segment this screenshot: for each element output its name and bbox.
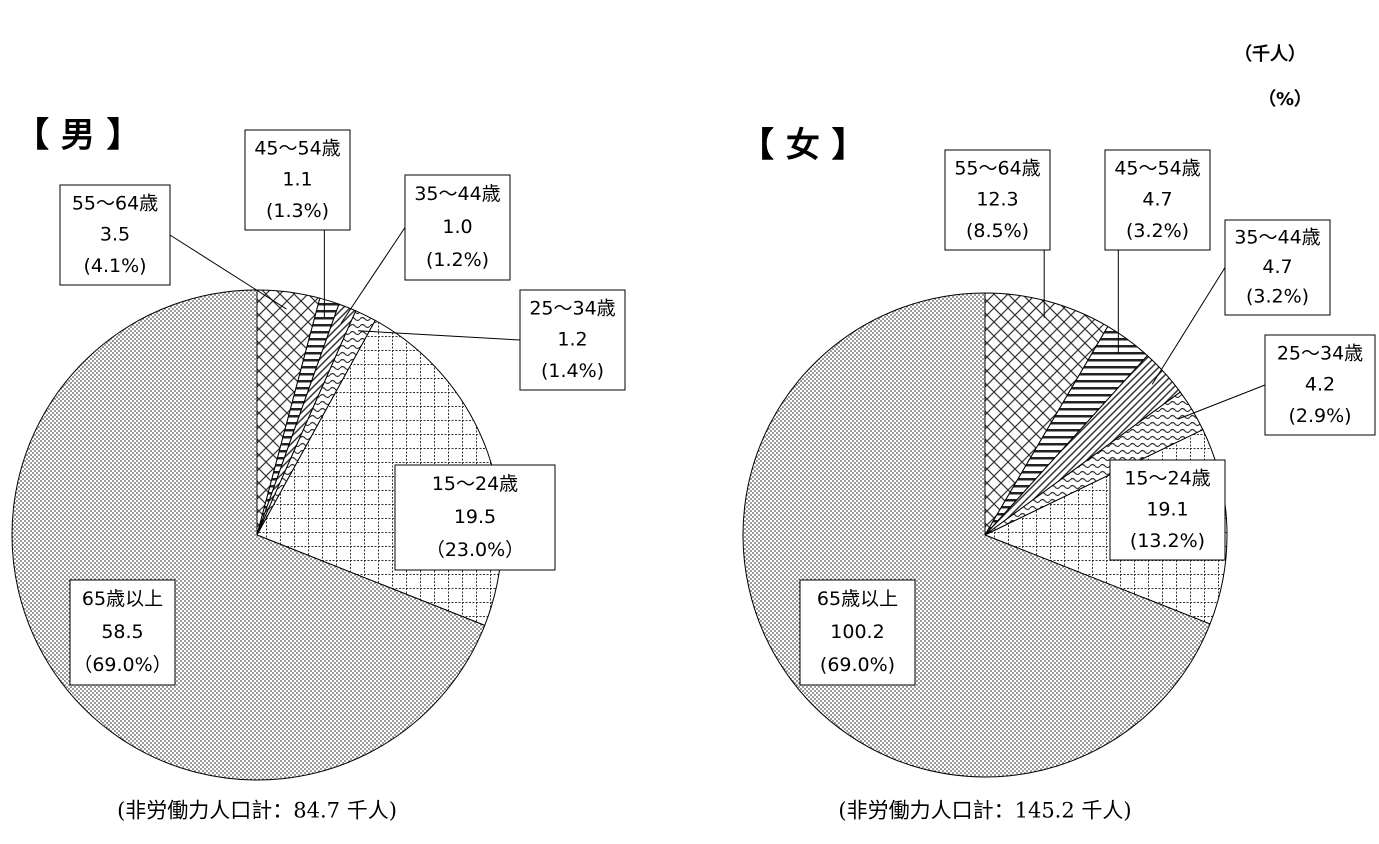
category-label: 35～44歳	[1234, 226, 1320, 248]
percent-label: (8.5%)	[966, 220, 1029, 242]
unit-label: （千人）	[1234, 44, 1306, 65]
value-label: 4.7	[1142, 189, 1172, 211]
percent-label: （23.0%）	[426, 539, 524, 561]
leader-line	[1151, 267, 1226, 385]
percent-label: (4.1%)	[83, 255, 146, 277]
value-label: 3.5	[100, 224, 130, 246]
category-label: 45～54歳	[254, 137, 340, 159]
leader-line	[340, 227, 406, 324]
label-box	[799, 579, 916, 686]
chart-title: 【 男 】	[15, 116, 141, 156]
category-label: 25～34歳	[529, 297, 615, 319]
category-label: 55～64歳	[72, 192, 158, 214]
total-label: (非労働力人口計：145.2 千人)	[838, 799, 1131, 823]
label-box	[1224, 219, 1331, 316]
percent-label: (1.4%)	[541, 360, 604, 382]
percent-label: (3.2%)	[1126, 220, 1189, 242]
leader-line	[169, 234, 287, 310]
value-label: 4.7	[1262, 256, 1292, 278]
percent-label: （69.0%）	[73, 654, 171, 676]
category-label: 15～24歳	[432, 473, 518, 495]
value-label: 1.0	[442, 216, 472, 238]
label-box	[1264, 334, 1376, 436]
value-label: 4.2	[1305, 374, 1335, 396]
percent-label: (3.2%)	[1246, 286, 1309, 308]
percent-label: (13.2%)	[1130, 530, 1205, 552]
label-box	[1104, 149, 1211, 251]
value-label: 19.1	[1146, 499, 1188, 521]
label-box	[394, 464, 556, 571]
chart-title: 【 女 】	[740, 126, 866, 166]
unit-label: （%）	[1258, 89, 1312, 110]
value-label: 58.5	[101, 621, 143, 643]
category-label: 15～24歳	[1124, 467, 1210, 489]
label-box	[1109, 459, 1226, 561]
value-label: 1.2	[557, 329, 587, 351]
percent-label: (69.0%)	[820, 654, 895, 676]
category-label: 35～44歳	[414, 183, 500, 205]
value-label: 19.5	[454, 506, 496, 528]
leader-line	[1177, 384, 1266, 420]
pie-slice	[984, 292, 1109, 537]
category-label: 65歳以上	[817, 588, 898, 610]
label-box	[519, 289, 626, 391]
label-box	[59, 184, 171, 286]
percent-label: (1.2%)	[426, 249, 489, 271]
category-label: 65歳以上	[82, 588, 163, 610]
label-box	[244, 129, 351, 231]
category-label: 55～64歳	[954, 157, 1040, 179]
label-box	[69, 579, 176, 686]
value-label: 12.3	[976, 189, 1018, 211]
category-label: 25～34歳	[1277, 342, 1363, 364]
total-label: (非労働力人口計：84.7 千人)	[117, 799, 397, 823]
leader-line	[357, 330, 521, 341]
category-label: 45～54歳	[1114, 157, 1200, 179]
percent-label: (1.3%)	[266, 200, 329, 222]
percent-label: (2.9%)	[1288, 405, 1351, 427]
value-label: 1.1	[282, 169, 312, 191]
value-label: 100.2	[830, 621, 884, 643]
label-box	[404, 174, 511, 281]
label-box	[944, 149, 1051, 251]
